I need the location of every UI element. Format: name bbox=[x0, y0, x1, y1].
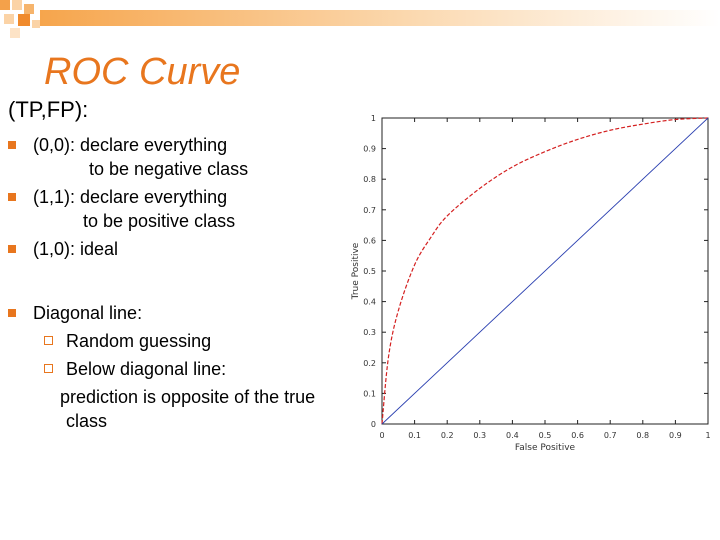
x-tick-label: 0.9 bbox=[669, 431, 682, 440]
x-tick-label: 1 bbox=[705, 431, 710, 440]
x-tick-label: 0 bbox=[379, 431, 384, 440]
roc-curve-line bbox=[381, 117, 709, 425]
y-tick-label: 0.5 bbox=[363, 267, 376, 276]
sub-bullet-text: Below diagonal line: bbox=[66, 359, 227, 379]
x-tick-label: 0.3 bbox=[473, 431, 486, 440]
bullet-text: (1,1): declare everything bbox=[33, 187, 228, 207]
x-tick-label: 0.1 bbox=[408, 431, 421, 440]
y-tick-label: 0.8 bbox=[363, 175, 376, 184]
y-tick-label: 0.4 bbox=[363, 298, 376, 307]
x-tick-label: 0.5 bbox=[539, 431, 552, 440]
sub-bullet-hollow-square-icon bbox=[44, 336, 53, 345]
bullet-square-icon bbox=[8, 245, 16, 253]
sub-bullet-hollow-square-icon bbox=[44, 364, 53, 373]
y-tick-label: 0.1 bbox=[363, 389, 376, 398]
bullet-square-icon bbox=[8, 141, 16, 149]
x-tick-label: 0.2 bbox=[441, 431, 454, 440]
roc-chart: 0 0.1 0.2 0.3 0.4 0.5 0.6 0.7 0.8 0.9 1 0 0.1 0.2 0.3 0… bbox=[351, 114, 711, 453]
y-tick-label: 0.6 bbox=[363, 236, 376, 245]
bullet-text-continued: to be negative class bbox=[89, 159, 249, 179]
bullet-text: (0,0): declare everything bbox=[33, 135, 228, 155]
x-tick-label: 0.4 bbox=[506, 431, 519, 440]
slide-title: ROC Curve bbox=[44, 51, 241, 93]
bullet-square-icon bbox=[8, 309, 16, 317]
y-tick-label: 1 bbox=[371, 114, 376, 123]
diagonal-line bbox=[381, 117, 709, 425]
bullet-text-continued: to be positive class bbox=[83, 211, 236, 231]
bullet-text: (1,0): ideal bbox=[33, 239, 119, 259]
y-tick-label: 0.3 bbox=[363, 328, 376, 337]
slide-subtitle: (TP,FP): bbox=[8, 97, 89, 122]
note-text: prediction is opposite of the true bbox=[60, 387, 316, 407]
x-tick-label: 0.6 bbox=[571, 431, 584, 440]
y-tick-label: 0.7 bbox=[363, 206, 376, 215]
y-tick-label: 0.9 bbox=[363, 145, 376, 154]
bullet-square-icon bbox=[8, 193, 16, 201]
sub-bullet-text: Random guessing bbox=[66, 331, 212, 351]
x-axis-label: False Positive bbox=[515, 443, 576, 453]
x-tick-label: 0.8 bbox=[636, 431, 649, 440]
y-tick-label: 0.2 bbox=[363, 359, 376, 368]
y-tick-label: 0 bbox=[371, 420, 376, 429]
x-tick-label: 0.7 bbox=[604, 431, 617, 440]
note-text: class bbox=[66, 411, 108, 431]
bullet-text: Diagonal line: bbox=[33, 303, 143, 323]
y-axis-label: True Positive bbox=[351, 242, 361, 300]
header-decoration bbox=[0, 0, 720, 38]
